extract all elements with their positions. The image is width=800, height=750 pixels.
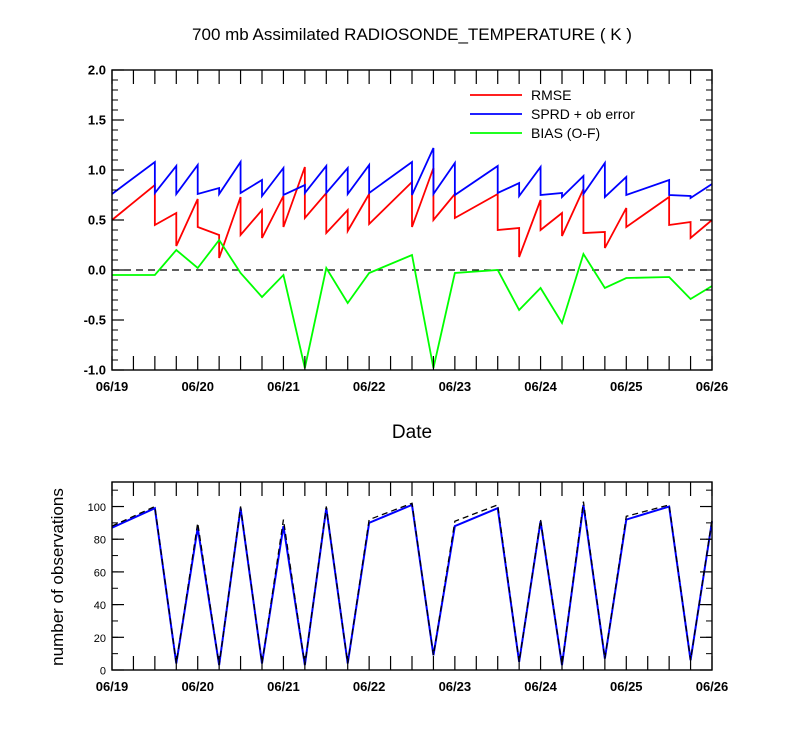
x-tick-label: 06/23 [439,379,472,394]
legend: RMSE SPRD + ob error BIAS (O-F) [470,87,635,141]
observations-chart: 06/19 06/20 06/21 06/22 06/23 06/24 06/25 06/26… [48,481,729,694]
y-tick-label: 20 [94,633,106,645]
x-tick-label: 06/19 [96,679,129,694]
series-line-1 [111,501,713,666]
x-tick-label: 06/23 [439,679,472,694]
legend-label: SPRD + ob error [531,106,635,122]
y-tick-label: 2.0 [88,63,106,78]
y-tick-label: 1.5 [88,113,106,128]
series-line-0 [111,503,713,666]
x-tick-label: 06/25 [610,679,643,694]
rmse-bias-chart: 700 mb Assimilated RADIOSONDE_TEMPERATUR… [84,25,729,443]
y-tick-label: 0.0 [88,263,106,278]
series-line-2 [112,238,713,369]
x-tick-label: 06/21 [267,679,300,694]
x-tick-label: 06/20 [181,379,214,394]
x-tick-label: 06/26 [696,379,729,394]
y-tick-label: 80 [94,535,106,547]
x-tick-label: 06/25 [610,379,643,394]
x-tick-label: 06/21 [267,379,300,394]
y-tick-label: 40 [94,600,106,612]
series-line-0 [111,166,713,259]
y-axis-label: number of observations [48,488,67,666]
y-tick-label: 0 [100,666,106,678]
chart-title: 700 mb Assimilated RADIOSONDE_TEMPERATUR… [192,25,632,44]
y-tick-label: -1.0 [84,363,106,378]
x-tick-label: 06/22 [353,379,386,394]
y-tick-label: -0.5 [84,313,106,328]
y-tick-label: 60 [94,567,106,579]
x-tick-label: 06/20 [181,679,214,694]
x-tick-label: 06/19 [96,379,129,394]
x-axis-label: Date [392,422,432,443]
x-tick-label: 06/22 [353,679,386,694]
y-tick-label: 100 [88,502,106,514]
legend-label: RMSE [531,87,571,103]
x-tick-label: 06/26 [696,679,729,694]
series-line-1 [111,147,713,200]
y-tick-label: 1.0 [88,163,106,178]
x-tick-label: 06/24 [524,679,557,694]
x-tick-label: 06/24 [524,379,557,394]
legend-label: BIAS (O-F) [531,125,600,141]
y-tick-label: 0.5 [88,213,106,228]
